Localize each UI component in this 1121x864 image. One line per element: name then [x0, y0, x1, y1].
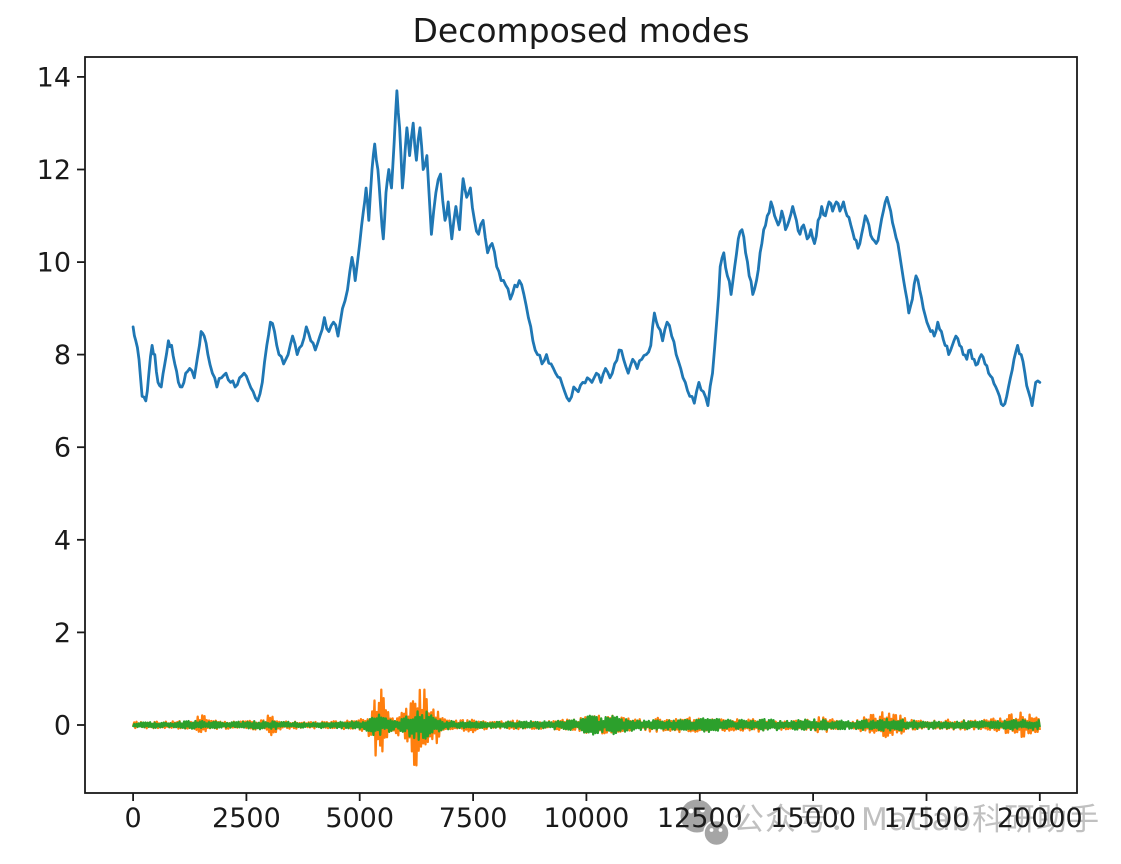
x-tick-label: 5000 — [325, 803, 394, 834]
x-tick-label: 0 — [125, 803, 142, 834]
watermark-text: 公众号：Matlab科研助手 — [733, 802, 1100, 838]
x-tick-label: 12500 — [657, 803, 743, 834]
y-tick-label: 12 — [37, 155, 71, 186]
x-tick-label: 10000 — [543, 803, 629, 834]
plot-area: 0 2500 5000 7500 10000 12500 15000 17500 20000 0 2… — [37, 56, 1083, 834]
x-tick-label: 7500 — [439, 803, 508, 834]
chart-title: Decomposed modes — [412, 11, 749, 50]
mode-3-noise-line — [132, 710, 1041, 741]
x-tick-label: 17500 — [884, 803, 970, 834]
y-tick-label: 8 — [54, 340, 71, 371]
y-tick-label: 4 — [54, 525, 71, 556]
watermark: 公众号：Matlab科研助手 — [680, 799, 1100, 847]
x-tick-label: 15000 — [770, 803, 856, 834]
x-tick-label: 2500 — [212, 803, 281, 834]
axes-spines — [84, 56, 1078, 794]
y-tick-label: 6 — [54, 433, 71, 464]
y-tick-label: 14 — [37, 62, 71, 93]
mode-1-trend-line — [131, 89, 1042, 408]
y-tick-label: 0 — [54, 711, 71, 742]
y-tick-label: 2 — [54, 618, 71, 649]
y-tick-label: 10 — [37, 248, 71, 279]
wechat-icon — [680, 799, 730, 847]
x-tick-label: 20000 — [997, 803, 1083, 834]
